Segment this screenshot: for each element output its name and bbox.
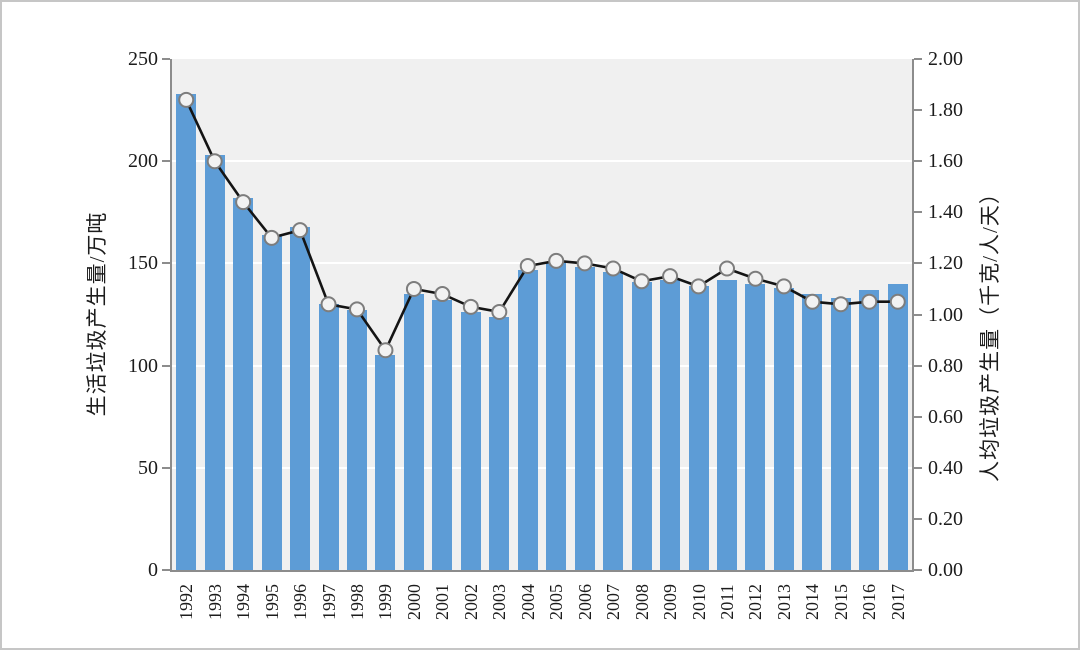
left-tick-label: 0 [148, 559, 158, 581]
right-tick [914, 313, 922, 316]
left-tick [162, 466, 170, 469]
right-tick [914, 569, 922, 571]
right-tick [914, 466, 922, 469]
left-tick [162, 160, 170, 163]
right-tick [914, 415, 922, 418]
grid-line [172, 364, 912, 367]
left-tick [162, 569, 170, 571]
line-point-2004 [519, 257, 536, 274]
bar-2003 [489, 316, 510, 570]
right-tick-label: 0.20 [928, 507, 963, 530]
line-point-2016 [861, 293, 878, 310]
bar-2015 [830, 298, 851, 570]
bar-2012 [745, 283, 766, 570]
bar-2017 [887, 283, 908, 570]
bar-2014 [802, 294, 823, 570]
bar-2010 [688, 285, 709, 570]
right-tick-label: 2.00 [928, 48, 963, 70]
right-tick [914, 364, 922, 367]
bar-1994 [233, 197, 254, 570]
line-point-2002 [462, 298, 479, 315]
bar-2006 [574, 267, 595, 570]
line-point-1997 [320, 296, 337, 313]
line-point-2005 [548, 252, 565, 269]
bar-1992 [176, 93, 197, 570]
line-point-1994 [235, 194, 252, 211]
bar-1999 [375, 355, 396, 570]
bar-2013 [773, 287, 794, 570]
left-tick [162, 364, 170, 367]
line-point-1998 [349, 301, 365, 318]
bar-2008 [631, 281, 652, 570]
right-tick-label: 1.20 [928, 252, 963, 275]
right-tick-label: 0.40 [928, 456, 963, 479]
line-point-2011 [719, 260, 735, 277]
line-point-2007 [605, 260, 622, 277]
left-tick-label: 250 [128, 48, 158, 70]
right-tick-label: 1.00 [928, 303, 963, 326]
bar-2016 [859, 289, 880, 570]
line-point-1996 [292, 222, 309, 239]
left-tick [162, 262, 170, 265]
right-tick [914, 211, 922, 214]
line-point-2013 [775, 278, 792, 295]
bar-1993 [204, 155, 225, 570]
right-tick-label: 1.40 [928, 201, 963, 224]
line-point-2014 [804, 293, 821, 310]
left-tick-label: 150 [128, 252, 158, 275]
bar-2005 [546, 263, 567, 570]
right-tick-label: 1.60 [928, 150, 963, 173]
right-tick [914, 109, 922, 112]
left-axis-title: 生活垃圾产生量/万吨 [85, 211, 109, 417]
x-axis-line [170, 570, 914, 572]
line-point-2010 [690, 278, 707, 295]
bar-1996 [290, 226, 311, 570]
per-capita-line [185, 99, 898, 353]
left-axis-line [170, 59, 172, 572]
bar-2011 [717, 279, 737, 570]
left-tick [162, 58, 170, 60]
line-point-2000 [405, 280, 422, 297]
bar-2001 [432, 300, 453, 570]
bar-2009 [660, 279, 681, 570]
line-point-2006 [576, 255, 593, 272]
right-tick [914, 262, 922, 265]
left-tick-label: 200 [128, 150, 158, 173]
bar-2000 [403, 294, 424, 570]
right-tick [914, 58, 922, 60]
line-point-1992 [178, 91, 195, 108]
line-point-1995 [263, 229, 280, 246]
bar-2004 [517, 269, 538, 570]
right-tick-label: 0.80 [928, 354, 963, 377]
right-axis-title: 人均垃圾产生量（千克/人/天） [978, 182, 1002, 482]
line-point-2017 [889, 293, 906, 310]
right-tick-label: 0.60 [928, 405, 963, 428]
right-tick-label: 0.00 [928, 559, 963, 581]
bar-1997 [318, 304, 339, 570]
per-capita-line-layer [178, 91, 906, 359]
grid-line [172, 466, 912, 469]
grid-line [172, 160, 912, 163]
line-point-1993 [206, 153, 223, 170]
bar-2002 [460, 312, 481, 570]
right-tick [914, 160, 922, 163]
right-tick [914, 517, 922, 520]
line-point-1999 [377, 342, 394, 359]
line-point-2008 [633, 273, 650, 290]
right-axis-line [912, 59, 914, 572]
line-point-2003 [491, 303, 508, 320]
bar-1995 [261, 234, 282, 570]
line-point-2015 [832, 296, 849, 313]
line-point-2012 [747, 270, 764, 287]
bar-1998 [347, 310, 367, 570]
bar-2007 [603, 271, 624, 570]
right-tick-label: 1.80 [928, 99, 963, 122]
line-point-2009 [662, 268, 679, 285]
line-point-2001 [434, 286, 451, 303]
left-tick-label: 50 [138, 456, 158, 479]
left-tick-label: 100 [128, 354, 158, 377]
